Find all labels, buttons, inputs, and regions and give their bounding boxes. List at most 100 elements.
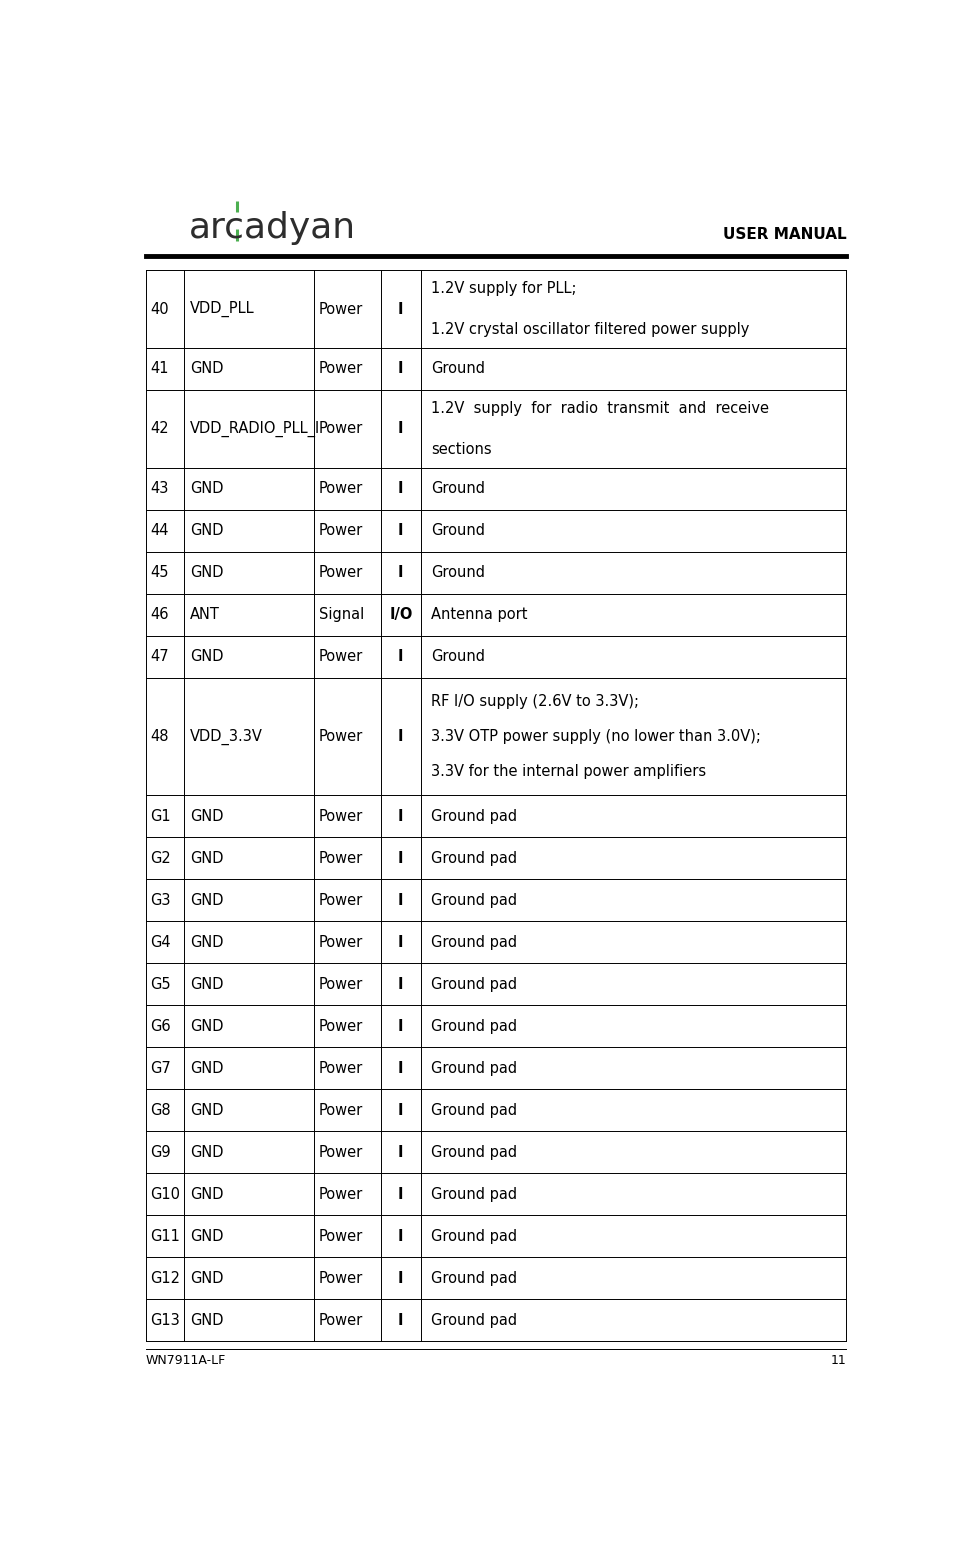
Text: Ground: Ground xyxy=(431,362,485,376)
Text: G4: G4 xyxy=(150,935,170,949)
Text: 44: 44 xyxy=(150,524,168,538)
Text: 3.3V for the internal power amplifiers: 3.3V for the internal power amplifiers xyxy=(431,764,707,780)
Text: VDD_3.3V: VDD_3.3V xyxy=(190,728,262,745)
Text: I: I xyxy=(398,362,404,376)
Text: GND: GND xyxy=(190,851,224,865)
Text: Signal: Signal xyxy=(318,606,364,622)
Text: Ground pad: Ground pad xyxy=(431,1228,517,1244)
Text: Ground: Ground xyxy=(431,524,485,538)
Text: 42: 42 xyxy=(150,421,168,437)
Text: 43: 43 xyxy=(150,482,168,496)
Text: 46: 46 xyxy=(150,606,168,622)
Text: G8: G8 xyxy=(150,1102,170,1118)
Text: Power: Power xyxy=(318,1144,363,1160)
Text: I: I xyxy=(398,1313,404,1328)
Text: I: I xyxy=(398,1060,404,1076)
Text: G11: G11 xyxy=(150,1228,180,1244)
Text: G9: G9 xyxy=(150,1144,170,1160)
Text: 48: 48 xyxy=(150,730,168,744)
Text: I: I xyxy=(398,935,404,949)
Text: Ground pad: Ground pad xyxy=(431,851,517,865)
Text: 40: 40 xyxy=(150,301,168,316)
Text: GND: GND xyxy=(190,482,224,496)
Text: I: I xyxy=(398,649,404,664)
Text: Ground pad: Ground pad xyxy=(431,1102,517,1118)
Text: sections: sections xyxy=(431,441,492,457)
Text: Ground pad: Ground pad xyxy=(431,1313,517,1328)
Text: I: I xyxy=(398,893,404,907)
Text: Power: Power xyxy=(318,893,363,907)
Text: arcadyan: arcadyan xyxy=(189,210,355,245)
Text: Ground pad: Ground pad xyxy=(431,893,517,907)
Text: Power: Power xyxy=(318,649,363,664)
Text: Power: Power xyxy=(318,730,363,744)
Text: 11: 11 xyxy=(831,1353,846,1367)
Text: Power: Power xyxy=(318,1271,363,1286)
Text: Ground pad: Ground pad xyxy=(431,977,517,992)
Text: 41: 41 xyxy=(150,362,168,376)
Text: Power: Power xyxy=(318,362,363,376)
Text: GND: GND xyxy=(190,1186,224,1202)
Text: GND: GND xyxy=(190,1271,224,1286)
Text: I: I xyxy=(398,421,404,437)
Text: I: I xyxy=(398,1228,404,1244)
Text: GND: GND xyxy=(190,362,224,376)
Text: Antenna port: Antenna port xyxy=(431,606,528,622)
Text: Ground pad: Ground pad xyxy=(431,1271,517,1286)
Text: I: I xyxy=(398,482,404,496)
Text: 47: 47 xyxy=(150,649,168,664)
Text: I: I xyxy=(398,1018,404,1034)
Text: 1.2V supply for PLL;: 1.2V supply for PLL; xyxy=(431,281,577,296)
Text: Power: Power xyxy=(318,1228,363,1244)
Text: GND: GND xyxy=(190,809,224,823)
Text: Power: Power xyxy=(318,809,363,823)
Text: G2: G2 xyxy=(150,851,170,865)
Text: GND: GND xyxy=(190,935,224,949)
Text: VDD_RADIO_PLL_I: VDD_RADIO_PLL_I xyxy=(190,421,320,437)
Text: Ground pad: Ground pad xyxy=(431,1186,517,1202)
Text: GND: GND xyxy=(190,1018,224,1034)
Text: I: I xyxy=(398,977,404,992)
Text: I: I xyxy=(398,566,404,580)
Text: Power: Power xyxy=(318,1102,363,1118)
Text: RF I/O supply (2.6V to 3.3V);: RF I/O supply (2.6V to 3.3V); xyxy=(431,694,639,709)
Text: 1.2V  supply  for  radio  transmit  and  receive: 1.2V supply for radio transmit and recei… xyxy=(431,401,770,416)
Text: Power: Power xyxy=(318,1186,363,1202)
Text: Power: Power xyxy=(318,524,363,538)
Text: Power: Power xyxy=(318,935,363,949)
Text: G3: G3 xyxy=(150,893,170,907)
Text: 1.2V crystal oscillator filtered power supply: 1.2V crystal oscillator filtered power s… xyxy=(431,321,749,337)
Text: GND: GND xyxy=(190,1228,224,1244)
Text: I: I xyxy=(398,809,404,823)
Text: GND: GND xyxy=(190,1102,224,1118)
Text: I: I xyxy=(398,1102,404,1118)
Text: GND: GND xyxy=(190,1313,224,1328)
Text: Ground: Ground xyxy=(431,482,485,496)
Text: GND: GND xyxy=(190,893,224,907)
Text: I: I xyxy=(398,730,404,744)
Text: GND: GND xyxy=(190,1144,224,1160)
Text: ANT: ANT xyxy=(190,606,220,622)
Text: Ground pad: Ground pad xyxy=(431,1144,517,1160)
Text: GND: GND xyxy=(190,566,224,580)
Text: G10: G10 xyxy=(150,1186,180,1202)
Text: Ground pad: Ground pad xyxy=(431,1018,517,1034)
Text: GND: GND xyxy=(190,524,224,538)
Text: I: I xyxy=(398,1186,404,1202)
Text: G1: G1 xyxy=(150,809,170,823)
Text: Power: Power xyxy=(318,1018,363,1034)
Text: G5: G5 xyxy=(150,977,170,992)
Text: GND: GND xyxy=(190,977,224,992)
Text: Power: Power xyxy=(318,482,363,496)
Text: G12: G12 xyxy=(150,1271,180,1286)
Text: I: I xyxy=(398,851,404,865)
Text: Power: Power xyxy=(318,1060,363,1076)
Text: G6: G6 xyxy=(150,1018,170,1034)
Text: I/O: I/O xyxy=(389,606,412,622)
Text: 3.3V OTP power supply (no lower than 3.0V);: 3.3V OTP power supply (no lower than 3.0… xyxy=(431,730,761,744)
Text: Power: Power xyxy=(318,977,363,992)
Text: Ground pad: Ground pad xyxy=(431,809,517,823)
Text: USER MANUAL: USER MANUAL xyxy=(723,228,846,242)
Text: I: I xyxy=(398,1271,404,1286)
Text: G13: G13 xyxy=(150,1313,180,1328)
